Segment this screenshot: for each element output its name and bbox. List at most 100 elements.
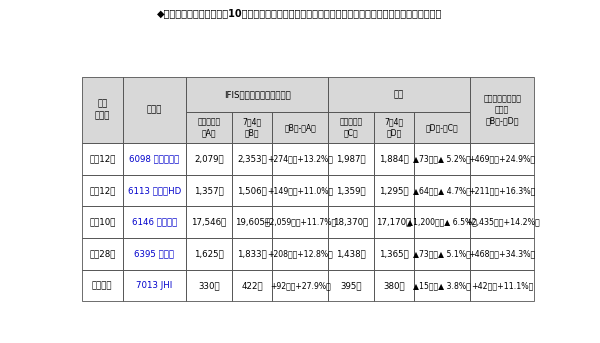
Bar [470,175,535,206]
Bar [415,143,470,175]
Bar [328,77,470,113]
Bar [374,270,415,301]
Bar [232,113,272,143]
Text: ▲15円（▲ 3.8%）: ▲15円（▲ 3.8%） [413,281,471,290]
Text: +208円（+12.8%）: +208円（+12.8%） [268,249,333,258]
Bar [470,238,535,270]
Bar [122,270,186,301]
Bar [470,77,535,143]
Bar [470,270,535,301]
Bar [328,113,374,143]
Text: 7月4日
（D）: 7月4日 （D） [385,118,404,138]
Bar [186,77,328,113]
Text: 1,625円: 1,625円 [194,249,224,258]
Bar [272,143,328,175]
Bar [186,113,232,143]
Bar [232,238,272,270]
Bar [122,238,186,270]
Bar [82,77,122,143]
Text: +149円（+11.0%）: +149円（+11.0%） [267,186,334,195]
Bar [122,175,186,206]
Bar [272,270,328,301]
Bar [328,175,374,206]
Text: ▲73円（▲ 5.1%）: ▲73円（▲ 5.1%） [413,249,471,258]
Bar [374,270,415,301]
Text: 6395 タダノ: 6395 タダノ [134,249,175,258]
Text: 銘　柄: 銘 柄 [147,105,162,114]
Bar [470,238,535,270]
Bar [82,77,122,143]
Text: 6098 リクルート: 6098 リクルート [129,154,179,163]
Text: 決算
発表日: 決算 発表日 [95,100,110,120]
Bar [272,238,328,270]
Text: 㗱月八日: 㗱月八日 [92,281,113,290]
Bar [122,238,186,270]
Bar [232,175,272,206]
Bar [232,143,272,175]
Bar [328,206,374,238]
Bar [232,143,272,175]
Text: 1,295円: 1,295円 [379,186,409,195]
Text: 6146 ディスコ: 6146 ディスコ [132,217,177,227]
Bar [415,206,470,238]
Text: 7013 JHI: 7013 JHI [136,281,173,290]
Text: 1,884円: 1,884円 [379,154,409,163]
Bar [82,143,122,175]
Text: +468円（+34.3%）: +468円（+34.3%） [469,249,536,258]
Text: 1,357円: 1,357円 [194,186,224,195]
Text: ◆決算発表後に目標株価が10％以上上昇したにも関わらず決算発表前に比べ株価が下落している主な銘柄: ◆決算発表後に目標株価が10％以上上昇したにも関わらず決算発表前に比べ株価が下落… [157,9,443,19]
Bar [232,206,272,238]
Text: +2,059円（+11.7%）: +2,059円（+11.7%） [263,217,337,227]
Bar [470,270,535,301]
Text: +211円（+16.3%）: +211円（+16.3%） [469,186,536,195]
Bar [374,238,415,270]
Bar [470,206,535,238]
Bar [415,175,470,206]
Text: （D）-（C）: （D）-（C） [426,123,458,132]
Text: 㗱月12日: 㗱月12日 [89,186,116,195]
Bar [232,206,272,238]
Bar [272,113,328,143]
Bar [328,175,374,206]
Text: 㗱月10日: 㗱月10日 [89,217,116,227]
Bar [328,206,374,238]
Bar [415,270,470,301]
Bar [328,143,374,175]
Text: 17,546円: 17,546円 [191,217,227,227]
Bar [415,206,470,238]
Bar [122,270,186,301]
Bar [328,238,374,270]
Text: ▲73円（▲ 5.2%）: ▲73円（▲ 5.2%） [413,154,471,163]
Bar [186,206,232,238]
Text: ▲64円（▲ 4.7%）: ▲64円（▲ 4.7%） [413,186,471,195]
Bar [415,238,470,270]
Bar [415,270,470,301]
Bar [122,77,186,143]
Bar [82,143,122,175]
Text: 17,170円: 17,170円 [376,217,412,227]
Bar [122,206,186,238]
Bar [186,143,232,175]
Bar [328,270,374,301]
Bar [186,238,232,270]
Bar [272,175,328,206]
Bar [272,113,328,143]
Bar [374,175,415,206]
Text: 2,353円: 2,353円 [237,154,267,163]
Bar [374,143,415,175]
Bar [272,206,328,238]
Bar [374,143,415,175]
Bar [470,143,535,175]
Text: 380円: 380円 [383,281,405,290]
Bar [232,113,272,143]
Bar [186,206,232,238]
Text: 330円: 330円 [198,281,220,290]
Text: 㗱月12日: 㗱月12日 [89,154,116,163]
Text: IFIS目標株価コンセンサス: IFIS目標株価コンセンサス [224,90,290,99]
Text: 2,079円: 2,079円 [194,154,224,163]
Bar [374,175,415,206]
Text: 目標株価と株価の
かい離
（B）-（D）: 目標株価と株価の かい離 （B）-（D） [483,94,521,126]
Bar [470,77,535,143]
Bar [82,206,122,238]
Bar [374,113,415,143]
